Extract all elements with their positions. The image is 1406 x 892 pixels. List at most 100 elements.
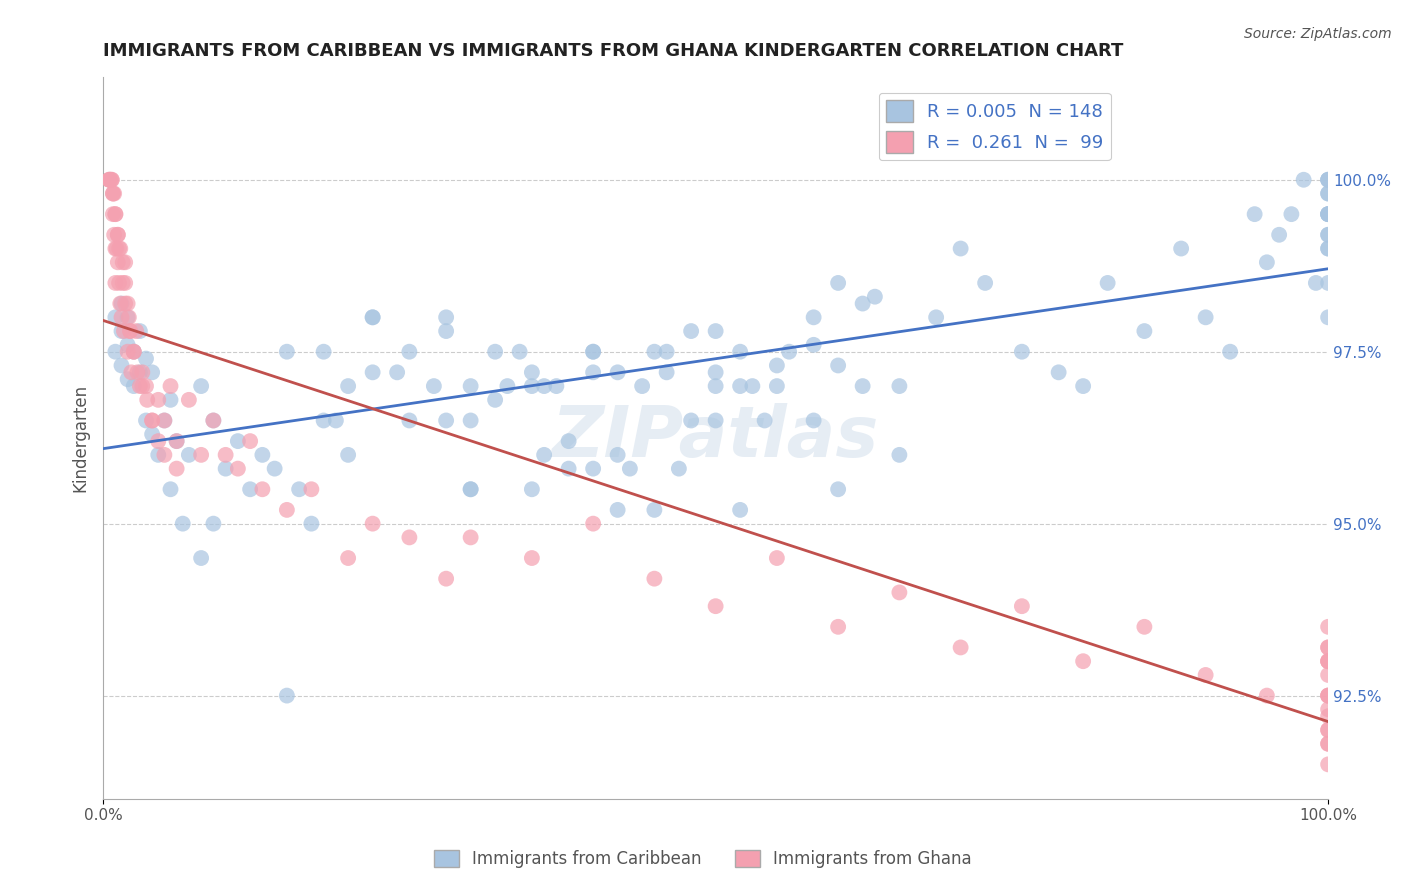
Point bbox=[398, 530, 420, 544]
Point bbox=[105, 242, 128, 256]
Point bbox=[1317, 173, 1340, 187]
Point bbox=[325, 413, 347, 427]
Point bbox=[520, 365, 543, 379]
Point bbox=[484, 392, 506, 407]
Point bbox=[1317, 242, 1340, 256]
Point bbox=[107, 227, 129, 242]
Point bbox=[434, 572, 457, 586]
Point bbox=[312, 344, 335, 359]
Point bbox=[110, 359, 132, 373]
Point bbox=[1305, 276, 1327, 290]
Point bbox=[107, 227, 129, 242]
Point bbox=[1317, 242, 1340, 256]
Point bbox=[190, 551, 212, 566]
Point bbox=[1243, 207, 1265, 221]
Point bbox=[704, 599, 727, 614]
Point bbox=[239, 434, 262, 449]
Point bbox=[226, 434, 249, 449]
Point bbox=[1219, 344, 1241, 359]
Point bbox=[1317, 207, 1340, 221]
Point bbox=[496, 379, 519, 393]
Point bbox=[117, 296, 139, 310]
Point bbox=[582, 516, 605, 531]
Point bbox=[104, 242, 127, 256]
Point bbox=[557, 461, 579, 475]
Point bbox=[117, 372, 139, 386]
Point bbox=[827, 620, 849, 634]
Text: IMMIGRANTS FROM CARIBBEAN VS IMMIGRANTS FROM GHANA KINDERGARTEN CORRELATION CHAR: IMMIGRANTS FROM CARIBBEAN VS IMMIGRANTS … bbox=[103, 42, 1123, 60]
Point bbox=[1047, 365, 1070, 379]
Point bbox=[643, 344, 665, 359]
Point bbox=[949, 640, 972, 655]
Point bbox=[120, 365, 142, 379]
Point bbox=[101, 186, 124, 201]
Point bbox=[1317, 276, 1340, 290]
Point bbox=[1317, 207, 1340, 221]
Legend: R = 0.005  N = 148, R =  0.261  N =  99: R = 0.005 N = 148, R = 0.261 N = 99 bbox=[879, 93, 1111, 161]
Point bbox=[128, 324, 150, 338]
Point bbox=[704, 324, 727, 338]
Point bbox=[111, 276, 134, 290]
Point bbox=[141, 427, 163, 442]
Point bbox=[276, 344, 298, 359]
Point bbox=[533, 448, 555, 462]
Point bbox=[159, 482, 181, 496]
Point bbox=[1317, 689, 1340, 703]
Point bbox=[108, 242, 131, 256]
Point bbox=[361, 365, 384, 379]
Point bbox=[104, 276, 127, 290]
Point bbox=[681, 324, 703, 338]
Point bbox=[1317, 207, 1340, 221]
Text: ZIPatlas: ZIPatlas bbox=[553, 403, 879, 472]
Point bbox=[101, 207, 124, 221]
Point bbox=[1317, 757, 1340, 772]
Point bbox=[398, 413, 420, 427]
Point bbox=[1317, 640, 1340, 655]
Point bbox=[1256, 255, 1278, 269]
Point bbox=[101, 186, 124, 201]
Point bbox=[98, 173, 121, 187]
Point bbox=[1317, 654, 1340, 668]
Point bbox=[643, 503, 665, 517]
Point bbox=[114, 276, 136, 290]
Point bbox=[1317, 737, 1340, 751]
Point bbox=[153, 413, 176, 427]
Point bbox=[104, 310, 127, 325]
Point bbox=[110, 296, 132, 310]
Point bbox=[766, 551, 789, 566]
Point bbox=[100, 173, 122, 187]
Point bbox=[1317, 737, 1340, 751]
Point bbox=[288, 482, 311, 496]
Point bbox=[557, 434, 579, 449]
Point bbox=[582, 461, 605, 475]
Point bbox=[263, 461, 285, 475]
Point bbox=[114, 255, 136, 269]
Point bbox=[276, 503, 298, 517]
Point bbox=[1194, 310, 1216, 325]
Point bbox=[276, 689, 298, 703]
Point bbox=[1317, 689, 1340, 703]
Point bbox=[434, 324, 457, 338]
Point bbox=[1317, 173, 1340, 187]
Point bbox=[110, 324, 132, 338]
Point bbox=[766, 359, 789, 373]
Point bbox=[190, 448, 212, 462]
Text: Source: ZipAtlas.com: Source: ZipAtlas.com bbox=[1244, 27, 1392, 41]
Point bbox=[135, 379, 157, 393]
Point bbox=[148, 448, 170, 462]
Point bbox=[100, 173, 122, 187]
Point bbox=[131, 365, 153, 379]
Point bbox=[852, 296, 875, 310]
Point bbox=[520, 482, 543, 496]
Point bbox=[159, 392, 181, 407]
Point bbox=[299, 516, 322, 531]
Point bbox=[1011, 599, 1033, 614]
Point bbox=[606, 448, 628, 462]
Point bbox=[1317, 227, 1340, 242]
Point bbox=[159, 379, 181, 393]
Point bbox=[1317, 689, 1340, 703]
Point bbox=[239, 482, 262, 496]
Point bbox=[1170, 242, 1192, 256]
Point bbox=[1317, 654, 1340, 668]
Point bbox=[1317, 186, 1340, 201]
